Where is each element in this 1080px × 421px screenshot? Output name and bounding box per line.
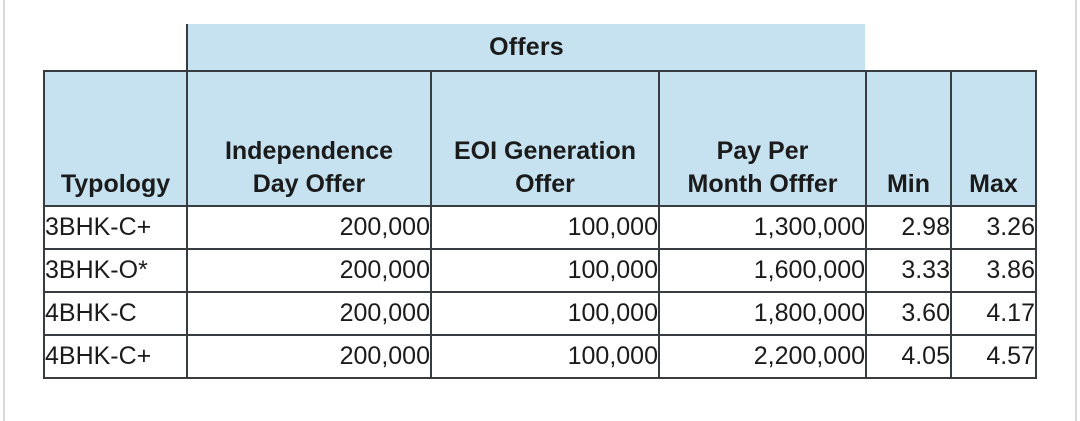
table-row: 4BHK-C+ 200,000 100,000 2,200,000 4.05 4… (43, 334, 1037, 379)
page-edge-right-line (1075, 0, 1077, 421)
table-row: 3BHK-C+ 200,000 100,000 1,300,000 2.98 3… (43, 205, 1037, 250)
cell-independence: 200,000 (186, 334, 432, 379)
cell-eoi: 100,000 (430, 205, 660, 250)
cell-pay-per-month: 1,300,000 (658, 205, 867, 250)
cell-pay-per-month: 1,600,000 (658, 248, 867, 293)
cell-typology: 4BHK-C (43, 291, 188, 336)
cell-typology: 3BHK-C+ (43, 205, 188, 250)
cell-min: 2.98 (865, 205, 952, 250)
cell-typology: 3BHK-O* (43, 248, 188, 293)
column-header-pay-per-month: Pay Per Month Offfer (658, 70, 867, 207)
cell-max: 3.86 (950, 248, 1037, 293)
cell-min: 4.05 (865, 334, 952, 379)
cell-eoi: 100,000 (430, 334, 660, 379)
cell-independence: 200,000 (186, 291, 432, 336)
cell-min: 3.60 (865, 291, 952, 336)
cell-pay-per-month: 1,800,000 (658, 291, 867, 336)
cell-max: 4.57 (950, 334, 1037, 379)
cell-independence: 200,000 (186, 248, 432, 293)
cell-min: 3.33 (865, 248, 952, 293)
table-header-row: Typology Independence Day Offer EOI Gene… (43, 70, 1037, 207)
page-edge-left-line (3, 0, 5, 421)
column-header-min: Min (865, 70, 952, 207)
cell-independence: 200,000 (186, 205, 432, 250)
table-row: 4BHK-C 200,000 100,000 1,800,000 3.60 4.… (43, 291, 1037, 336)
cell-pay-per-month: 2,200,000 (658, 334, 867, 379)
table-row: 3BHK-O* 200,000 100,000 1,600,000 3.33 3… (43, 248, 1037, 293)
column-header-eoi: EOI Generation Offer (430, 70, 660, 207)
cell-eoi: 100,000 (430, 291, 660, 336)
column-header-typology: Typology (43, 70, 188, 207)
column-header-independence: Independence Day Offer (186, 70, 432, 207)
offers-table: Typology Independence Day Offer EOI Gene… (43, 70, 1037, 379)
column-header-max: Max (950, 70, 1037, 207)
cell-max: 4.17 (950, 291, 1037, 336)
cell-typology: 4BHK-C+ (43, 334, 188, 379)
offers-group-label: Offers (489, 32, 564, 61)
cell-max: 3.26 (950, 205, 1037, 250)
cell-eoi: 100,000 (430, 248, 660, 293)
offers-group-header: Offers (186, 24, 865, 70)
